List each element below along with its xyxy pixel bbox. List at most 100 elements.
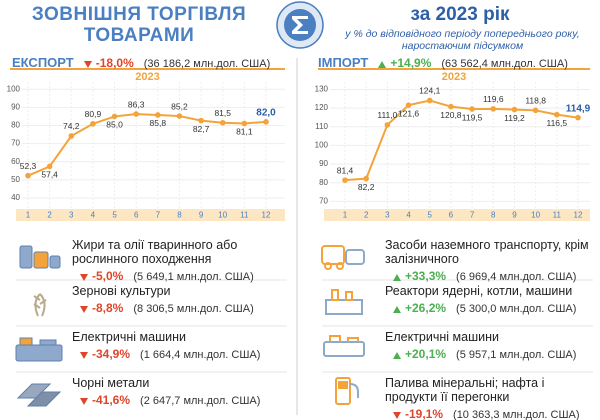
- item-change-row: +20,1% (5 957,1 млн.дол. США): [393, 347, 590, 361]
- y-tick-label: 110: [315, 122, 328, 131]
- data-point: [532, 107, 539, 114]
- item-change-row: -5,0% (5 649,1 млн.дол. США): [80, 269, 277, 283]
- x-tick-label: 7: [156, 211, 161, 220]
- x-tick-label: 3: [69, 211, 74, 220]
- data-label: 82,7: [193, 124, 210, 134]
- x-tick-label: 6: [449, 211, 454, 220]
- y-tick-label: 130: [315, 85, 329, 94]
- list-item: Електричні машини -34,9% (1 664,4 млн.дол.…: [72, 330, 277, 361]
- y-tick-label: 70: [11, 139, 20, 148]
- data-label: 57,4: [41, 170, 58, 180]
- list-item: Жири та олії тваринного або рослинного п…: [72, 238, 277, 283]
- list-item: Засоби наземного транспорту, крім залізн…: [385, 238, 590, 283]
- y-tick-label: 100: [315, 141, 329, 150]
- data-label: 74,2: [63, 121, 80, 131]
- x-tick-label: 2: [47, 211, 52, 220]
- data-label: 82,2: [358, 182, 375, 192]
- x-tick-label: 12: [574, 211, 583, 220]
- data-label: 81,1: [236, 127, 253, 137]
- period: за 2023 рік: [410, 4, 510, 25]
- chart-year: 2023: [442, 71, 466, 83]
- x-tick-label: 1: [26, 211, 31, 220]
- y-tick-label: 90: [319, 159, 328, 168]
- change-arrow: [378, 60, 387, 68]
- change-arrow: [393, 411, 401, 419]
- data-label: 85,0: [106, 120, 123, 130]
- data-point: [448, 103, 454, 110]
- data-label: 121,6: [398, 108, 420, 118]
- data-point: [68, 133, 75, 139]
- x-tick-label: 7: [470, 211, 475, 220]
- x-tick-label: 5: [112, 211, 117, 220]
- data-point: [155, 112, 161, 118]
- data-point: [219, 119, 226, 126]
- change-arrow: [393, 305, 401, 313]
- data-label: 85,2: [171, 101, 188, 111]
- import-icons: [321, 245, 365, 405]
- data-point: [46, 163, 53, 170]
- data-point: [342, 177, 348, 183]
- data-label: 52,3: [20, 161, 37, 171]
- data-label: 86,3: [128, 99, 145, 109]
- item-amount: (2 647,7 млн.дол. США): [140, 395, 261, 407]
- data-point: [511, 106, 518, 113]
- y-tick-label: 100: [7, 84, 21, 93]
- x-tick-label: 6: [134, 211, 139, 220]
- data-point: [176, 113, 183, 119]
- x-tick-label: 11: [240, 211, 249, 220]
- panel-header: ІМПОРТ +14,9% (63 562,4 млн.дол. США): [318, 55, 568, 70]
- item-change-row: -41,6% (2 647,7 млн.дол. США): [80, 393, 277, 407]
- panel-change: +14,9%: [390, 56, 432, 70]
- panel-label: ЕКСПОРТ: [12, 55, 74, 70]
- data-point: [25, 172, 31, 179]
- y-tick-label: 90: [11, 102, 20, 111]
- item-amount: (6 969,4 млн.дол. США): [456, 271, 577, 283]
- x-axis-band: [324, 209, 590, 221]
- data-point: [198, 117, 204, 124]
- item-name: Засоби наземного транспорту, крім залізн…: [385, 238, 589, 266]
- y-tick-label: 120: [315, 103, 329, 112]
- item-name: Чорні метали: [72, 376, 150, 390]
- data-label: 111,0: [377, 110, 397, 120]
- item-change: -8,8%: [92, 301, 124, 315]
- data-point: [575, 114, 581, 121]
- item-change-row: +33,3% (6 969,4 млн.дол. США): [393, 269, 590, 283]
- x-tick-label: 4: [91, 211, 96, 220]
- item-change: +20,1%: [405, 347, 447, 361]
- data-point: [241, 120, 248, 127]
- chart-year: 2023: [135, 71, 159, 83]
- x-tick-label: 10: [531, 211, 540, 220]
- data-label: 119,6: [483, 94, 504, 104]
- x-tick-label: 4: [406, 211, 411, 220]
- item-change: -19,1%: [405, 407, 444, 420]
- list-item: Реактори ядерні, котли, машини +26,2% (5 3…: [385, 284, 590, 315]
- item-change-row: +26,2% (5 300,0 млн.дол. США): [393, 301, 590, 315]
- title: ЗОВНІШНЯ ТОРГІВЛЯ ТОВАРАМИ: [14, 4, 264, 46]
- data-label: 81,4: [337, 165, 354, 175]
- title-line: ТОВАРАМИ: [83, 25, 195, 46]
- item-change: +26,2%: [405, 301, 447, 315]
- data-point: [90, 121, 96, 127]
- panel-change: -18,0%: [95, 56, 134, 70]
- y-tick-label: 80: [11, 121, 20, 130]
- item-amount: (5 649,1 млн.дол. США): [133, 271, 254, 283]
- y-tick-label: 40: [11, 193, 20, 202]
- data-label: 118,8: [525, 96, 546, 106]
- list-item: Електричні машини +20,1% (5 957,1 млн.дол.…: [385, 330, 590, 361]
- item-name: Жири та олії тваринного або рослинного п…: [72, 238, 238, 266]
- export-icons: [15, 245, 63, 407]
- item-name: Електричні машини: [385, 330, 499, 344]
- item-amount: (8 306,5 млн.дол. США): [133, 303, 254, 315]
- change-arrow: [80, 397, 88, 405]
- data-label: 114,9: [566, 103, 591, 114]
- panel-amount: (63 562,4 млн.дол. США): [441, 58, 568, 70]
- data-label: 80,9: [85, 109, 102, 119]
- change-arrow: [80, 305, 88, 313]
- data-point: [111, 113, 118, 120]
- change-arrow: [393, 273, 401, 281]
- list-item: Чорні метали -41,6% (2 647,7 млн.дол. США): [72, 376, 277, 407]
- data-label: 82,0: [256, 107, 276, 118]
